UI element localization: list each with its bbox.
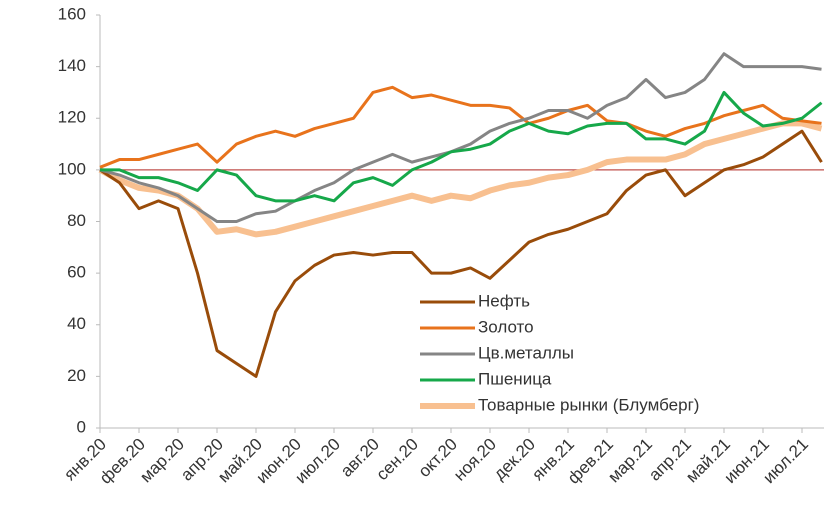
- series-line: [99, 129, 823, 378]
- x-tick-label: мар.21: [604, 435, 656, 487]
- y-tick-label: 80: [67, 211, 86, 230]
- y-tick-label: 60: [67, 263, 86, 282]
- y-tick-label: 140: [58, 56, 86, 75]
- x-tick-label: сен.20: [373, 435, 422, 484]
- series-line: [100, 90, 823, 203]
- legend-label: Цв.металлы: [478, 343, 574, 362]
- x-tick-label: ноя.20: [450, 435, 500, 485]
- series-line: [98, 120, 823, 238]
- series-line: [99, 85, 822, 169]
- y-tick-label: 100: [58, 159, 86, 178]
- legend-label: Пшеница: [478, 369, 552, 388]
- series-line: [99, 52, 822, 223]
- y-tick-label: 160: [58, 4, 86, 23]
- x-tick-label: дек.20: [490, 435, 539, 484]
- legend-label: Нефть: [478, 291, 530, 310]
- legend-label: Золото: [478, 317, 534, 336]
- x-tick-label: мар.20: [136, 435, 188, 487]
- y-tick-label: 120: [58, 108, 86, 127]
- y-tick-label: 0: [77, 417, 86, 436]
- legend-label: Товарные рынки (Блумберг): [478, 395, 699, 414]
- y-tick-label: 20: [67, 366, 86, 385]
- y-tick-label: 40: [67, 314, 86, 333]
